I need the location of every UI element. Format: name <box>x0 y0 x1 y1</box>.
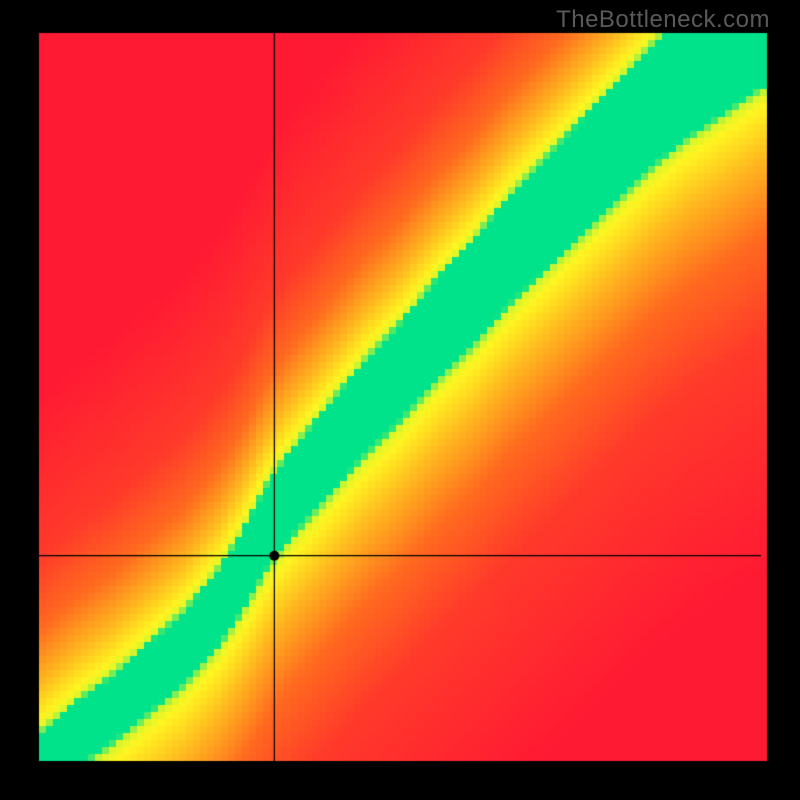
watermark-text: TheBottleneck.com <box>556 6 770 34</box>
bottleneck-heatmap <box>0 0 800 800</box>
chart-container: TheBottleneck.com <box>0 0 800 800</box>
